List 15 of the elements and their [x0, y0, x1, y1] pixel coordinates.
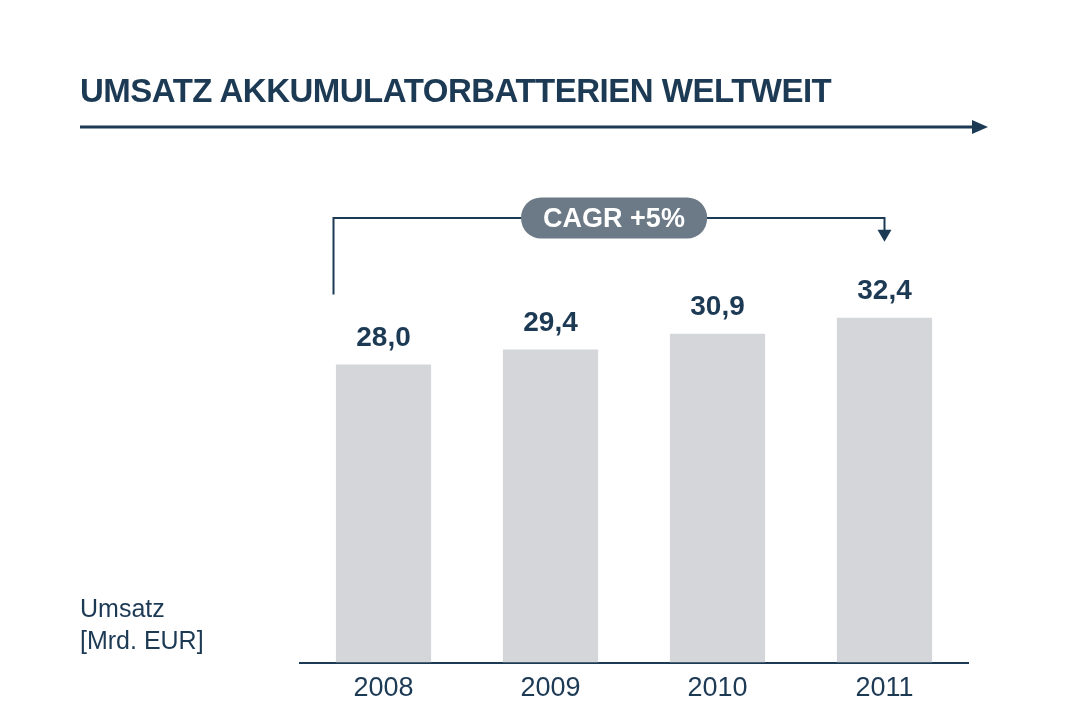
- data-label: 30,9: [690, 290, 745, 322]
- chart-title: UMSATZ AKKUMULATORBATTERIEN WELTWEIT: [80, 72, 832, 110]
- data-label: 28,0: [356, 321, 411, 353]
- data-label: 29,4: [523, 306, 579, 338]
- bar: [669, 333, 766, 663]
- x-tick-label: 2009: [520, 672, 581, 703]
- bar: [502, 349, 599, 663]
- x-tick-label: 2011: [855, 672, 914, 703]
- bar: [335, 364, 432, 663]
- text: CAGR +5%: [521, 197, 707, 239]
- x-tick-label: 2008: [353, 672, 414, 703]
- bar: [836, 317, 933, 663]
- data-label: 32,4: [857, 274, 913, 306]
- x-tick-label: 2010: [687, 672, 748, 703]
- text: Umsatz [Mrd. EUR]: [80, 593, 205, 656]
